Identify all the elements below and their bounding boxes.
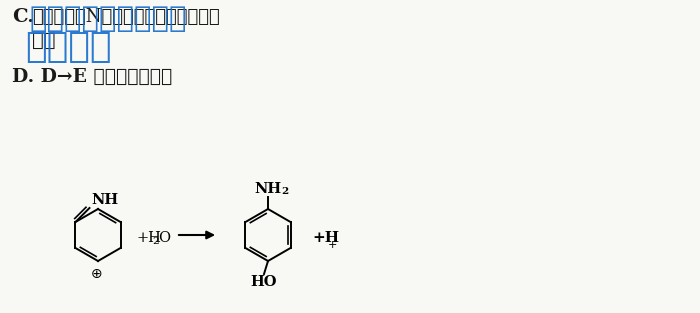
Text: +H: +H bbox=[312, 231, 339, 245]
Text: NH: NH bbox=[92, 193, 118, 207]
Text: +H: +H bbox=[136, 231, 161, 245]
Text: D. D→E 的化学方程式为: D. D→E 的化学方程式为 bbox=[12, 68, 172, 86]
Text: 2: 2 bbox=[281, 187, 288, 196]
Text: 上微倍质中N原子的最外层电子数保持: 上微倍质中N原子的最外层电子数保持 bbox=[32, 8, 220, 26]
Text: NH: NH bbox=[254, 182, 281, 196]
Text: 不变: 不变 bbox=[32, 32, 55, 50]
Text: 微信公众号写美注：: 微信公众号写美注： bbox=[30, 5, 188, 33]
Text: 2: 2 bbox=[152, 237, 159, 245]
Text: ⊕: ⊕ bbox=[91, 267, 103, 281]
Text: O: O bbox=[158, 231, 170, 245]
Text: 题找答案: 题找答案 bbox=[25, 30, 111, 64]
Text: +: + bbox=[328, 240, 337, 250]
Text: HO: HO bbox=[250, 275, 276, 289]
Text: C.: C. bbox=[12, 8, 34, 26]
